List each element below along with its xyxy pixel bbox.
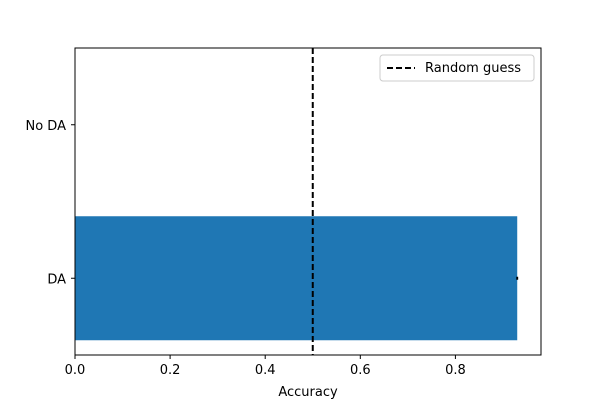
x-tick-label: 0.6 <box>350 363 371 378</box>
y-tick-label: No DA <box>26 119 67 134</box>
legend: Random guess <box>379 54 535 82</box>
bar-da <box>75 216 518 341</box>
y-axis: DA No DA <box>26 119 75 287</box>
x-tick-label: 0.0 <box>65 363 86 378</box>
plot-frame <box>74 47 542 356</box>
x-tick-label: 0.4 <box>255 363 276 378</box>
legend-label-random-guess: Random guess <box>425 61 521 76</box>
x-axis: 0.0 0.2 0.4 0.6 0.8 <box>65 355 466 378</box>
legend-box <box>379 54 535 82</box>
y-tick-label: DA <box>47 272 66 287</box>
x-tick-label: 0.8 <box>445 363 466 378</box>
x-tick-label: 0.2 <box>160 363 181 378</box>
x-axis-label: Accuracy <box>278 385 338 400</box>
bars-layer <box>75 216 519 341</box>
